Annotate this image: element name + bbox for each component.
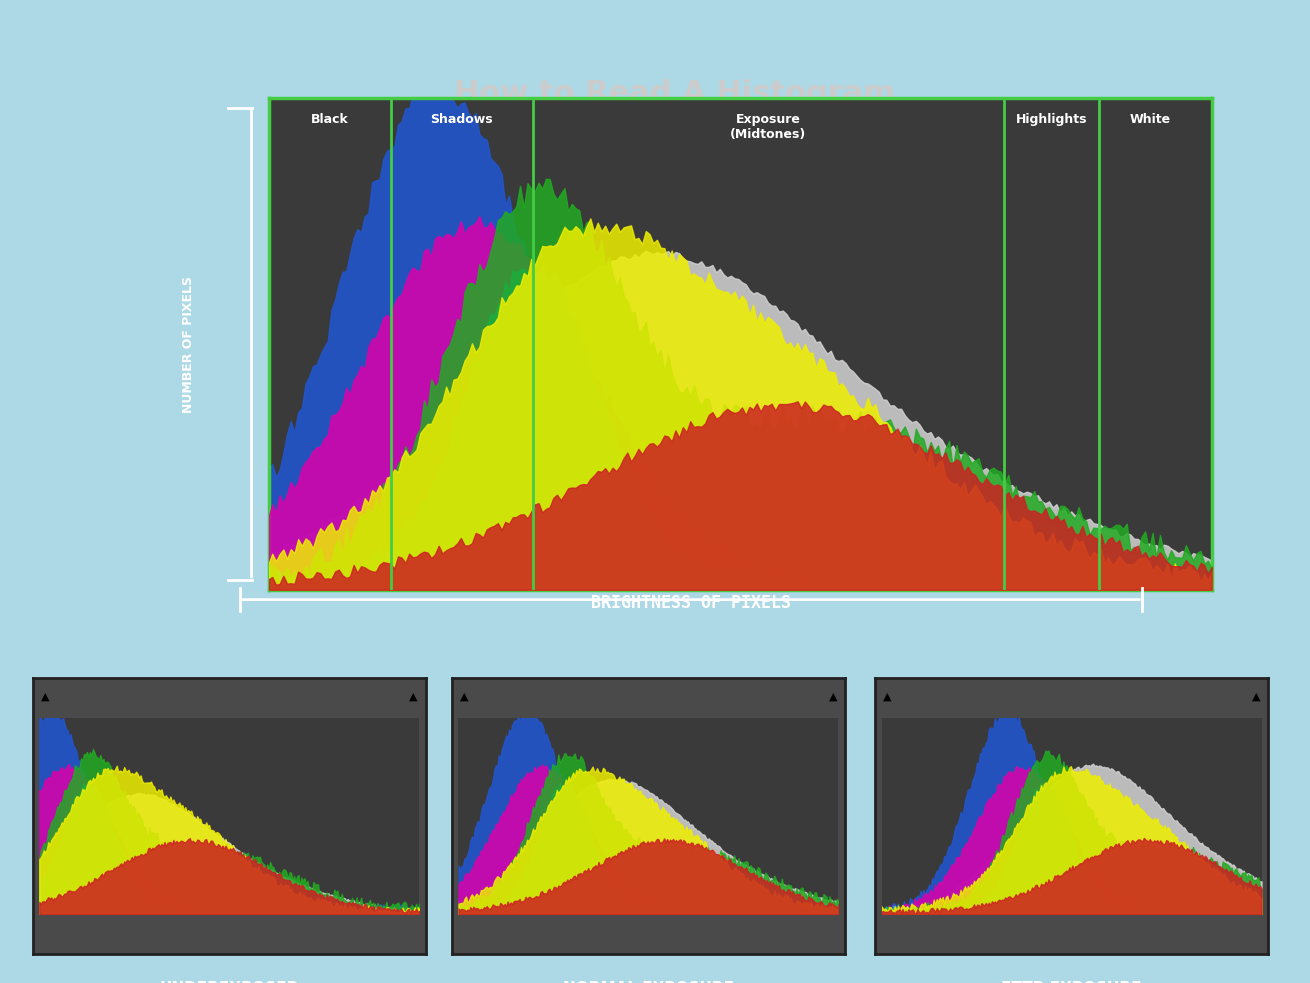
Text: NORMAL EXPOSURE: NORMAL EXPOSURE <box>563 981 734 983</box>
Text: Highlights: Highlights <box>1015 113 1087 126</box>
Text: ▲: ▲ <box>1252 692 1260 702</box>
Text: Exposure
(Midtones): Exposure (Midtones) <box>730 113 807 141</box>
Text: ETTR EXPOSURE: ETTR EXPOSURE <box>1001 981 1142 983</box>
Text: ▲: ▲ <box>41 692 48 702</box>
Text: ▲: ▲ <box>829 692 837 702</box>
Text: White: White <box>1131 113 1171 126</box>
Text: NUMBER OF PIXELS: NUMBER OF PIXELS <box>182 275 195 413</box>
Text: ▲: ▲ <box>410 692 418 702</box>
Text: Shadows: Shadows <box>431 113 494 126</box>
Text: UNDEREXPOSED: UNDEREXPOSED <box>160 981 299 983</box>
Text: ▲: ▲ <box>883 692 891 702</box>
Text: Black: Black <box>310 113 348 126</box>
Text: How to Read A Histogram: How to Read A Histogram <box>455 79 895 108</box>
Text: ▲: ▲ <box>460 692 468 702</box>
Text: BRIGHTNESS OF PIXELS: BRIGHTNESS OF PIXELS <box>591 594 791 611</box>
